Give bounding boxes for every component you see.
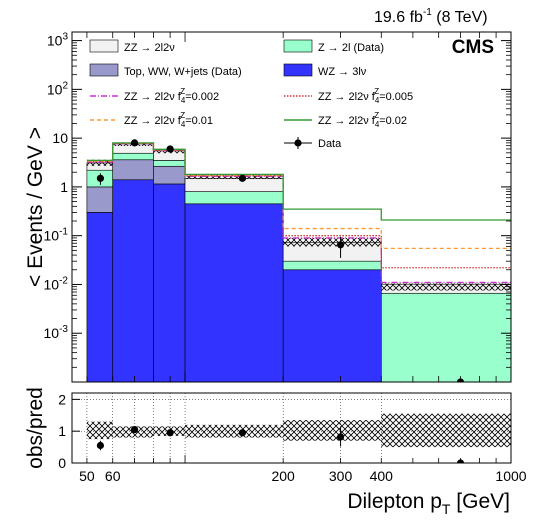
legend-swatch-top xyxy=(89,63,119,77)
main-y-tick-label--3: 10-3 xyxy=(44,324,69,341)
main-panel: 10-3 10-2 10-1 1 10 102 103 xyxy=(44,31,512,383)
main-y-tick-label-1: 10 xyxy=(52,130,68,146)
main-frame xyxy=(71,31,512,383)
ratio-point-1 xyxy=(130,425,139,434)
main-y-tick-label-3: 103 xyxy=(47,32,69,49)
uncertainty-band-bin-5 xyxy=(381,283,511,291)
bar-z2l-bin-2 xyxy=(153,160,186,167)
data-point-3 xyxy=(238,174,247,182)
ratio-y-tick-label-0: 0 xyxy=(58,455,66,471)
legend-swatch-wz xyxy=(283,63,313,77)
uncertainty-band-bin-4 xyxy=(283,237,382,247)
legend-label-zz2l2nu: ZZ → 2l2ν xyxy=(124,42,175,54)
legend: ZZ → 2l2ν Z → 2l (Data) Top, WW, W+jets … xyxy=(89,39,413,150)
luminosity-label: 19.6 fb-1 (8 TeV) xyxy=(374,7,488,26)
legend-label-f4-002: ZZ → 2l2ν f4Z=0.02 xyxy=(318,111,407,129)
bar-wz-bin-1 xyxy=(112,179,154,382)
ratio-band-bin-5 xyxy=(381,413,511,448)
main-y-tick-label--1: 10-1 xyxy=(44,227,69,244)
bar-wz-bin-3 xyxy=(184,203,284,382)
bar-wz-bin-2 xyxy=(153,183,186,382)
x-tick-label-50: 50 xyxy=(79,468,95,484)
data-point-4 xyxy=(336,241,345,249)
ratio-frame xyxy=(71,392,512,464)
legend-label-wz: WZ → 3lν xyxy=(318,66,367,78)
ratio-band-bin-4 xyxy=(283,420,382,441)
main-y-tick-label-2: 102 xyxy=(47,80,69,97)
legend-swatch-zz2l2nu xyxy=(89,39,119,53)
uncertainty-band-bin-3 xyxy=(185,175,284,180)
bar-z2l-bin-1 xyxy=(112,152,154,161)
main-y-tick-label--2: 10-2 xyxy=(44,275,69,292)
data-point-0 xyxy=(96,174,105,182)
ratio-band-bin-0 xyxy=(86,421,113,440)
ratio-point-4 xyxy=(336,433,345,441)
legend-label-top: Top, WW, W+jets (Data) xyxy=(124,66,242,78)
main-y-tick-label-0: 1 xyxy=(60,179,68,195)
bar-top-bin-1 xyxy=(112,159,154,181)
bar-z2l-bin-3 xyxy=(184,191,284,205)
ratio-point-0 xyxy=(96,441,105,450)
legend-swatch-z2l xyxy=(283,39,313,53)
legend-label-f4-001: ZZ → 2l2ν f4Z=0.01 xyxy=(124,111,213,129)
bar-wz-bin-0 xyxy=(86,212,114,382)
legend-label-f4-0005: ZZ → 2l2ν f4Z=0.005 xyxy=(318,87,413,105)
x-tick-label-60: 60 xyxy=(105,468,121,484)
ratio-point-2 xyxy=(166,429,174,437)
bar-z2l-bin-4 xyxy=(282,260,382,271)
signal-line-f4-002 xyxy=(86,142,511,221)
ratio-y-tick-label-1: 1 xyxy=(58,423,66,439)
bar-z2l-bin-5 xyxy=(380,292,511,382)
bar-zz2l2nu-bin-3 xyxy=(184,178,284,192)
experiment-label: CMS xyxy=(452,37,494,58)
bar-top-bin-0 xyxy=(86,186,114,213)
ratio-panel: 0 1 2 50 60 200 300 400 1000 xyxy=(58,391,527,484)
ratio-y-tick-label-2: 2 xyxy=(58,391,66,407)
legend-label-data: Data xyxy=(318,138,342,150)
data-point-2 xyxy=(166,145,174,153)
ratio-point-3 xyxy=(238,429,247,437)
data-point-1 xyxy=(130,139,139,147)
bar-wz-bin-4 xyxy=(282,269,382,382)
x-tick-label-1000: 1000 xyxy=(495,468,526,484)
legend-marker-data xyxy=(294,139,302,147)
legend-label-f4-0002: ZZ → 2l2ν f4Z=0.002 xyxy=(124,87,219,105)
x-axis-title: Dilepton pT [GeV] xyxy=(347,490,510,517)
x-tick-label-300: 300 xyxy=(329,468,353,484)
ratio-y-axis-title: obs/pred xyxy=(24,387,47,469)
x-tick-label-200: 200 xyxy=(271,468,295,484)
x-tick-label-400: 400 xyxy=(370,468,394,484)
legend-label-z2l: Z → 2l (Data) xyxy=(318,42,384,54)
bar-top-bin-2 xyxy=(153,165,186,185)
main-y-axis-title: < Events / GeV > xyxy=(24,127,47,287)
